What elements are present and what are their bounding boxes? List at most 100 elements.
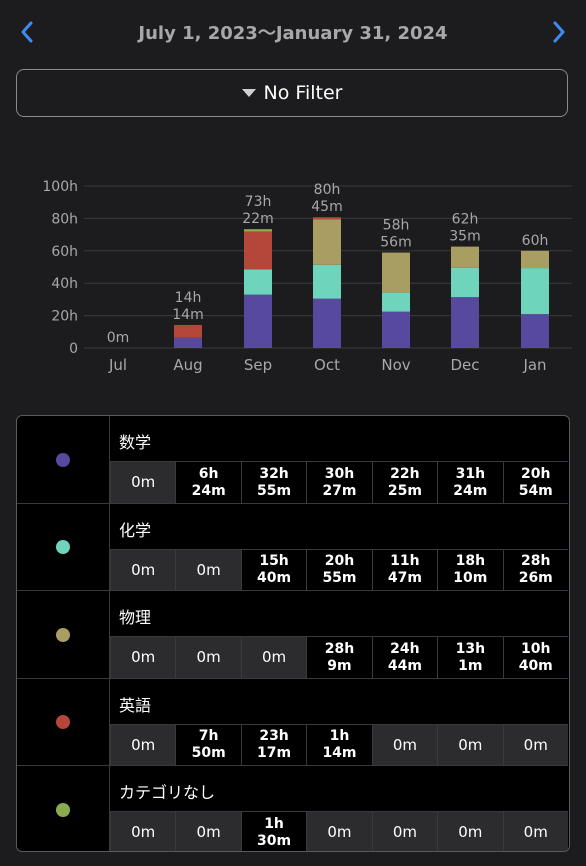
month-value-cell: 31h 24m	[437, 461, 503, 503]
month-value-cell: 18h 10m	[437, 548, 503, 591]
month-value-cell: 0m	[240, 636, 307, 678]
x-tick-label: Jul	[108, 356, 127, 374]
month-value-cell: 0m	[110, 636, 176, 678]
month-value-cell: 0m	[110, 548, 176, 591]
category-color-cell	[17, 591, 110, 678]
category-color-cell	[17, 678, 110, 766]
category-month-cells: 0m 7h 50m 23h 17m 1h 14m 0m 0m 0m	[110, 723, 568, 766]
month-value-cell: 11h 47m	[371, 548, 438, 591]
category-color-cell	[17, 503, 110, 591]
chevron-right-icon	[553, 21, 565, 43]
bar-segment	[313, 219, 341, 265]
month-value-cell: 15h 40m	[240, 548, 307, 591]
y-tick-label: 80h	[51, 211, 78, 227]
month-value-cell: 1h 30m	[240, 811, 307, 851]
month-value-cell: 28h 9m	[306, 636, 372, 678]
chevron-left-icon	[21, 21, 33, 43]
month-value-cell: 6h 24m	[175, 461, 241, 503]
category-month-cells: 0m 0m 1h 30m 0m 0m 0m 0m	[110, 811, 568, 851]
bar-segment	[244, 294, 272, 348]
category-month-cells: 0m 0m 15h 40m 20h 55m 11h 47m 18h 10m 28h 26m	[110, 548, 568, 591]
category-table: 数学 0m 6h 24m 32h 55m 30h 27m 22h 25m 31h 24m 20…	[16, 415, 570, 852]
month-value-cell: 28h 26m	[502, 548, 568, 591]
bar-segment	[313, 298, 341, 348]
bar-segment	[313, 217, 341, 220]
bar-total-label: 73h 22m	[242, 194, 273, 227]
month-value-cell: 1h 14m	[306, 723, 372, 766]
month-value-cell: 24h 44m	[371, 636, 438, 678]
month-value-cell: 0m	[437, 811, 503, 851]
bar-segment	[521, 268, 549, 315]
bar-segment	[244, 269, 272, 295]
month-value-cell: 20h 54m	[502, 461, 568, 503]
category-color-dot	[56, 540, 70, 554]
bar-segment	[244, 229, 272, 232]
category-color-dot	[56, 452, 70, 467]
month-value-cell: 0m	[502, 723, 568, 766]
bar-segment	[174, 324, 202, 338]
bar-segment	[382, 292, 410, 312]
category-color-cell	[17, 766, 110, 851]
month-value-cell: 22h 25m	[371, 461, 438, 503]
category-row: カテゴリなし 0m 0m 1h 30m 0m 0m 0m 0m	[17, 766, 568, 851]
bar-total-label: 80h 45m	[311, 182, 342, 215]
row-divider	[17, 502, 568, 504]
category-label: 英語	[119, 695, 152, 715]
y-tick-label: 100h	[42, 179, 78, 195]
bar-segment	[521, 314, 549, 348]
next-period-button[interactable]	[544, 14, 574, 50]
bar-total-label: 58h 56m	[380, 218, 411, 251]
y-tick-label: 20h	[51, 309, 78, 325]
category-row: 化学 0m 0m 15h 40m 20h 55m 11h 47m 18h 10m 28h 26…	[17, 503, 568, 591]
month-value-cell: 32h 55m	[240, 461, 307, 503]
month-value-cell: 0m	[371, 811, 438, 851]
y-tick-label: 0	[69, 341, 78, 357]
triangle-down-icon	[241, 89, 256, 97]
bar-segment	[451, 246, 479, 268]
month-value-cell: 10h 40m	[502, 636, 568, 678]
category-month-cells: 0m 0m 0m 28h 9m 24h 44m 13h 1m 10h 40m	[110, 636, 568, 678]
bar-total-label: 60h	[522, 233, 549, 249]
row-divider	[17, 765, 568, 766]
stacked-bar-chart: 0 20h 40h 60h 80h 100h Jul 0m Aug 14h 14m Sep 73h 22m…	[42, 179, 572, 374]
month-value-cell: 0m	[502, 811, 568, 851]
category-month-cells: 0m 6h 24m 32h 55m 30h 27m 22h 25m 31h 24m 20h …	[110, 461, 568, 503]
x-tick-label: Jan	[522, 356, 546, 374]
bar-total-label: 62h 35m	[449, 212, 480, 245]
bar-segment	[521, 250, 549, 269]
bar-segment	[382, 252, 410, 293]
month-value-cell: 0m	[437, 723, 503, 766]
category-label: カテゴリなし	[119, 783, 216, 802]
bar-segment	[382, 311, 410, 348]
filter-dropdown[interactable]: No Filter	[16, 69, 568, 117]
month-value-cell: 13h 1m	[437, 636, 503, 678]
bar-segment	[244, 231, 272, 270]
month-value-cell: 0m	[175, 811, 241, 851]
month-value-cell: 0m	[175, 548, 241, 591]
x-tick-label: Dec	[450, 356, 479, 374]
month-value-cell: 7h 50m	[175, 723, 241, 766]
row-divider	[17, 677, 568, 679]
x-tick-label: Nov	[381, 356, 410, 374]
bar-total-label: 0m	[107, 330, 130, 346]
category-row: 英語 0m 7h 50m 23h 17m 1h 14m 0m 0m 0m	[17, 678, 568, 766]
category-color-cell	[17, 416, 110, 503]
category-color-dot	[56, 715, 70, 729]
month-value-cell: 23h 17m	[240, 723, 307, 766]
header: July 1, 2023～January 31, 2024	[0, 0, 586, 64]
prev-period-button[interactable]	[12, 14, 42, 50]
category-color-dot	[56, 627, 70, 642]
month-value-cell: 0m	[371, 723, 438, 766]
bar-segment	[451, 267, 479, 298]
x-tick-label: Sep	[244, 356, 272, 374]
x-tick-label: Oct	[314, 356, 340, 374]
category-row: 物理 0m 0m 0m 28h 9m 24h 44m 13h 1m 10h 40m	[17, 591, 568, 678]
month-value-cell: 30h 27m	[306, 461, 372, 503]
date-range-title: July 1, 2023～January 31, 2024	[138, 23, 448, 44]
month-value-cell: 20h 55m	[306, 548, 372, 591]
month-value-cell: 0m	[110, 723, 176, 766]
filter-label: No Filter	[263, 82, 343, 104]
bar-segment	[451, 297, 479, 348]
category-label: 化学	[119, 520, 152, 540]
month-value-cell: 0m	[306, 811, 372, 851]
